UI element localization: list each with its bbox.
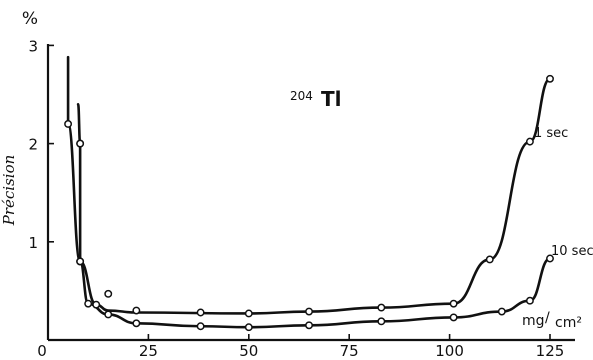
data-point-10sec-1 bbox=[76, 257, 85, 266]
data-point-1sec-9 bbox=[377, 303, 386, 312]
x-tick-label-75: 75 bbox=[340, 342, 359, 360]
x-unit-slash: / bbox=[545, 310, 550, 326]
data-point-10sec-7 bbox=[305, 321, 313, 330]
x-unit-denominator: cm² bbox=[555, 315, 582, 331]
x-unit-numerator: mg bbox=[522, 313, 545, 329]
x-tick-label-25: 25 bbox=[139, 342, 158, 360]
data-point-1sec-3 bbox=[92, 300, 101, 309]
markers bbox=[64, 74, 554, 332]
x-tick-label-0: 0 bbox=[37, 342, 47, 360]
data-point-10sec-8 bbox=[377, 317, 386, 326]
data-point-10sec-0 bbox=[76, 139, 85, 148]
data-point-1sec-5 bbox=[132, 306, 141, 315]
chart-title: 204 Tl bbox=[290, 85, 342, 111]
y-unit-label: % bbox=[22, 9, 38, 29]
y-tick-label-2: 2 bbox=[28, 136, 38, 154]
data-point-10sec-11 bbox=[525, 296, 534, 305]
series-label-10sec: 10 sec bbox=[551, 244, 593, 259]
ticks: 0 25 50 75 100 125 1 2 3 bbox=[28, 37, 564, 360]
data-point-10sec-2 bbox=[84, 299, 93, 308]
x-tick-label-125: 125 bbox=[536, 342, 565, 360]
data-point-1sec-10 bbox=[449, 299, 458, 308]
title-superscript: 204 bbox=[290, 89, 313, 103]
data-point-1sec-13 bbox=[546, 74, 554, 83]
y-tick-label-3: 3 bbox=[28, 37, 38, 55]
data-point-10sec-12 bbox=[546, 254, 554, 263]
data-point-1sec-0 bbox=[64, 120, 73, 128]
data-point-10sec-10 bbox=[497, 307, 506, 316]
data-point-1sec-6 bbox=[196, 308, 205, 317]
x-unit-label: mg / cm² bbox=[522, 310, 582, 331]
data-point-1sec-7 bbox=[244, 309, 253, 318]
y-axis-label: Précision bbox=[0, 155, 18, 227]
x-tick-label-100: 100 bbox=[435, 342, 464, 360]
data-point-10sec-9 bbox=[449, 313, 458, 322]
axes bbox=[46, 44, 575, 342]
title-main: Tl bbox=[321, 87, 342, 111]
data-point-10sec-4 bbox=[132, 319, 141, 328]
data-point-10sec-3 bbox=[104, 310, 113, 319]
data-point-1sec-8 bbox=[305, 307, 313, 316]
series-line-10sec bbox=[76, 103, 552, 329]
data-point-1sec-4 bbox=[104, 289, 113, 298]
x-tick-label-50: 50 bbox=[239, 342, 258, 360]
data-point-1sec-11 bbox=[485, 255, 494, 264]
data-point-1sec-12 bbox=[525, 137, 534, 146]
series-label-1sec: 1 sec bbox=[534, 126, 568, 141]
data-point-10sec-5 bbox=[196, 322, 205, 331]
y-tick-label-1: 1 bbox=[28, 234, 38, 252]
data-point-10sec-6 bbox=[244, 323, 253, 332]
